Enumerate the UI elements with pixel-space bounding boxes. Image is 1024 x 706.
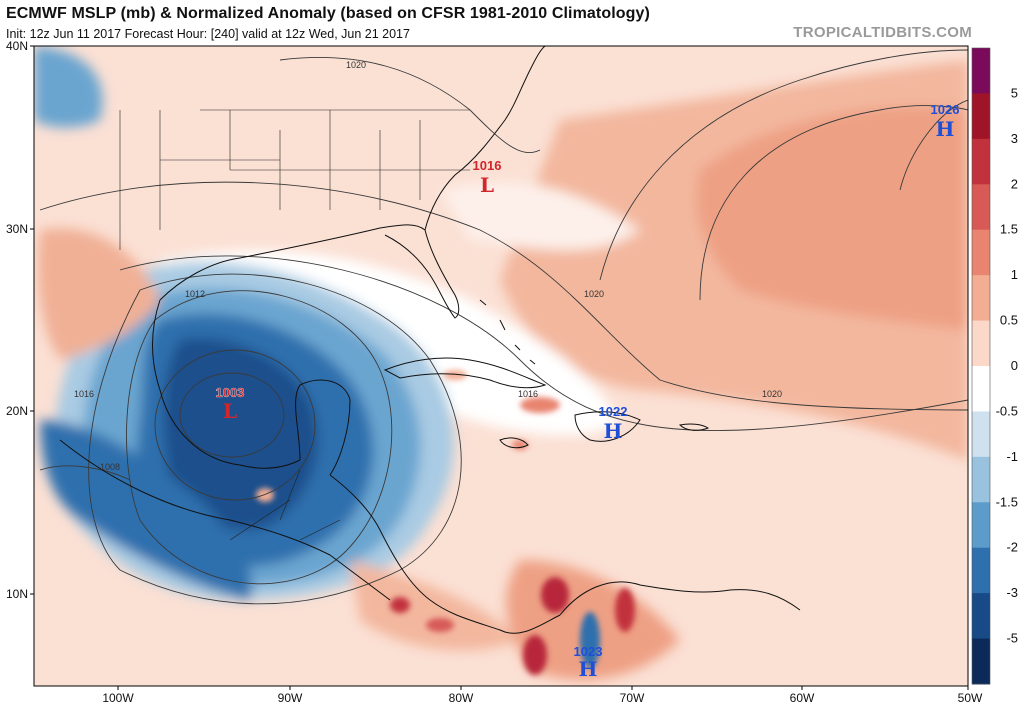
high-center: 1022 H xyxy=(599,404,628,443)
anomaly-field xyxy=(34,46,968,686)
isobar-label: 1020 xyxy=(584,289,604,299)
isobar-label: 1016 xyxy=(74,389,94,399)
colorbar-label: -3 xyxy=(1006,585,1018,600)
svg-text:1016: 1016 xyxy=(473,158,502,173)
lat-label: 20N xyxy=(6,404,28,418)
svg-text:1023: 1023 xyxy=(574,644,603,659)
coastlines xyxy=(59,46,801,634)
colorbar-swatch xyxy=(972,456,990,503)
colorbar-label: 1.5 xyxy=(1000,222,1018,237)
lon-label: 80W xyxy=(449,691,474,705)
svg-text:H: H xyxy=(604,419,623,443)
site-watermark: TROPICALTIDBITS.COM xyxy=(793,24,972,41)
colorbar-swatch xyxy=(972,275,990,322)
svg-text:1022: 1022 xyxy=(599,404,628,419)
colorbar-label: 1 xyxy=(1011,267,1018,282)
colorbar-swatch xyxy=(972,320,990,367)
colorbar-swatch xyxy=(972,638,990,685)
colorbar-label: 0.5 xyxy=(1000,313,1018,328)
lon-label: 70W xyxy=(620,691,645,705)
colorbar-frame xyxy=(971,47,991,685)
svg-text:H: H xyxy=(936,117,955,141)
borders xyxy=(119,109,470,541)
map-title: ECMWF MSLP (mb) & Normalized Anomaly (ba… xyxy=(6,5,650,22)
svg-text:1026: 1026 xyxy=(931,102,960,117)
isobar-label: 1020 xyxy=(762,389,782,399)
low-center: 1016 L xyxy=(473,158,502,197)
map-frame xyxy=(33,45,969,687)
lat-label: 40N xyxy=(6,39,28,53)
colorbar-swatch xyxy=(972,366,990,412)
colorbar-swatch xyxy=(972,411,990,458)
lon-label: 90W xyxy=(278,691,303,705)
lon-label: 100W xyxy=(102,691,134,705)
map-subtitle: Init: 12z Jun 11 2017 Forecast Hour: [24… xyxy=(6,27,410,41)
colorbar-swatch xyxy=(972,48,990,94)
lat-label: 30N xyxy=(6,222,28,236)
colorbar: 5 3 2 1.5 1 0.5 0 -0.5 -1 -1.5 -2 -3 -5 xyxy=(971,47,1018,685)
colorbar-swatch xyxy=(972,138,990,185)
colorbar-swatch xyxy=(972,184,990,231)
colorbar-swatch xyxy=(972,229,990,276)
colorbar-label: 2 xyxy=(1011,176,1018,191)
isobar-label: 1016 xyxy=(518,389,538,399)
colorbar-swatch xyxy=(972,593,990,640)
lon-label: 50W xyxy=(958,691,983,705)
isobar-label: 1012 xyxy=(185,289,205,299)
colorbar-label: -1 xyxy=(1006,449,1018,464)
colorbar-label: 5 xyxy=(1011,85,1018,100)
svg-text:L: L xyxy=(223,399,237,423)
colorbar-label: -5 xyxy=(1006,631,1018,646)
isobar-label: 1008 xyxy=(100,462,120,472)
colorbar-label: 0 xyxy=(1011,358,1018,373)
colorbar-label: -2 xyxy=(1006,540,1018,555)
svg-text:1003: 1003 xyxy=(216,385,245,400)
high-center: 1023 H xyxy=(574,644,603,681)
isobar-label: 1020 xyxy=(346,60,366,70)
colorbar-label: -0.5 xyxy=(996,403,1018,418)
low-center: 1003 L xyxy=(215,385,245,423)
svg-text:H: H xyxy=(579,657,598,681)
colorbar-label: 3 xyxy=(1011,131,1018,146)
colorbar-swatch xyxy=(972,502,990,549)
high-center: 1026 H xyxy=(931,102,960,141)
colorbar-label: -1.5 xyxy=(996,494,1018,509)
isobars xyxy=(39,49,968,605)
colorbar-swatch xyxy=(972,547,990,594)
lat-label: 10N xyxy=(6,587,28,601)
svg-text:L: L xyxy=(480,173,494,197)
colorbar-swatch xyxy=(972,93,990,140)
lon-label: 60W xyxy=(790,691,815,705)
